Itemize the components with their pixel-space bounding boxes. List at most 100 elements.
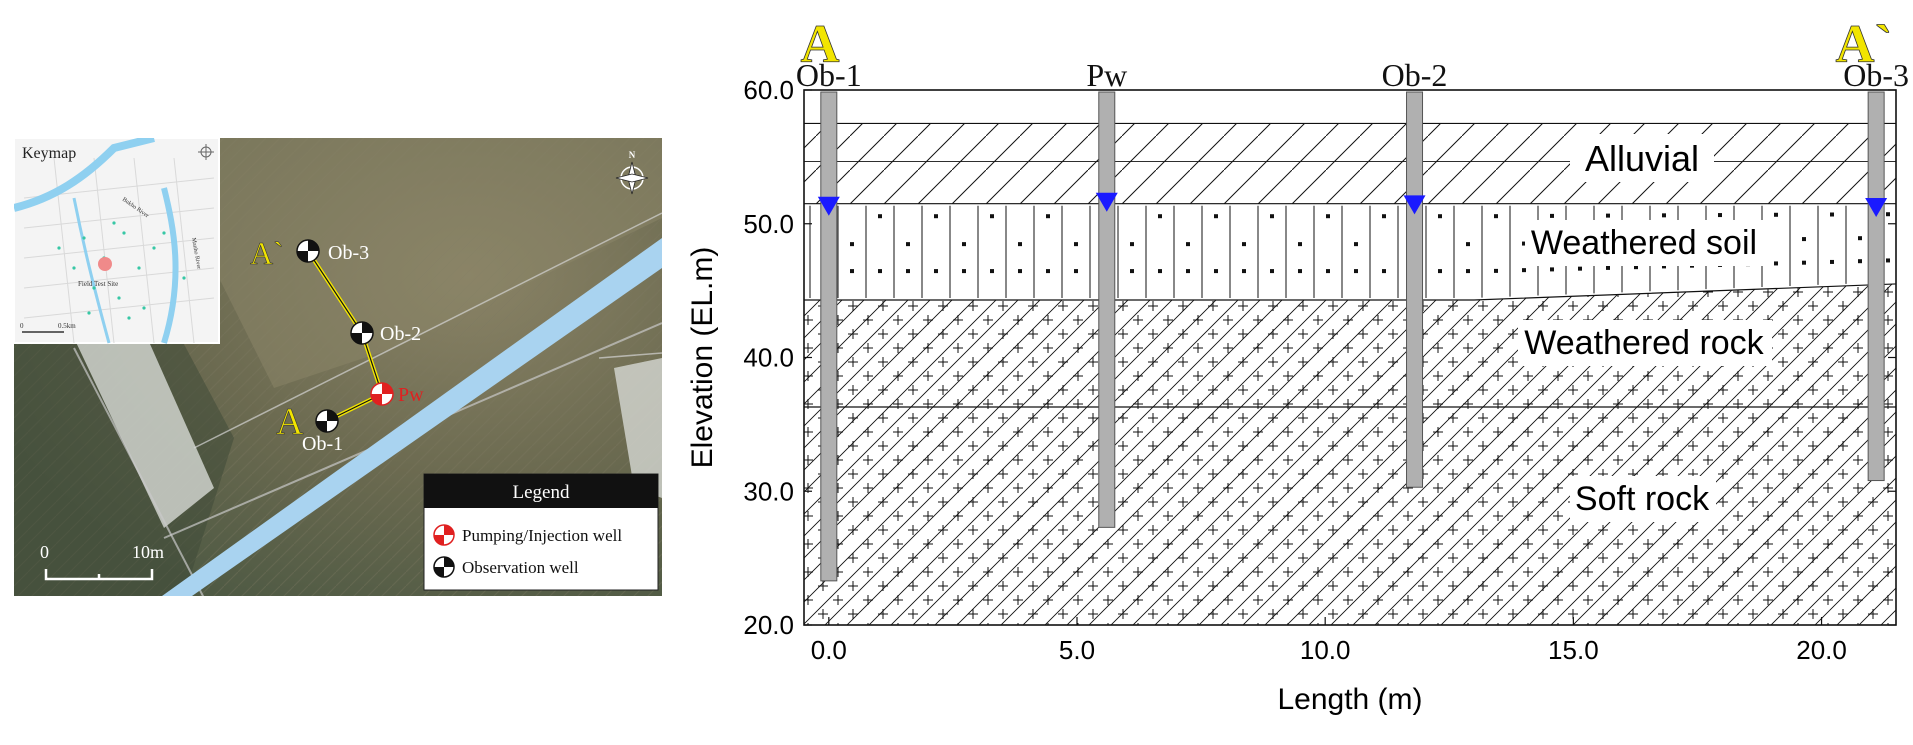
soil-dot	[1186, 269, 1190, 274]
soil-dot	[962, 269, 966, 274]
x-tick-label: 5.0	[1059, 635, 1095, 665]
x-tick-label: 20.0	[1796, 635, 1847, 665]
keymap-label: Keymap	[22, 145, 76, 162]
legend-pumping-label: Pumping/Injection well	[462, 526, 622, 545]
soil-dot	[990, 214, 994, 219]
soil-dot	[1214, 269, 1218, 274]
soil-dot	[1466, 269, 1470, 274]
soil-dot	[1382, 214, 1386, 219]
soil-dot	[962, 242, 966, 247]
keymap-site-label: Field Test Site	[78, 280, 118, 288]
soil-dot	[1494, 214, 1498, 219]
soil-dot	[1634, 265, 1638, 270]
label-box	[1518, 320, 1772, 366]
x-axis-title: Length (m)	[1277, 683, 1422, 716]
soil-dot	[1046, 269, 1050, 274]
x-tick-label: 0.0	[811, 635, 847, 665]
soil-dot	[1606, 265, 1610, 270]
well-label: Pw	[1086, 57, 1127, 93]
strata-layers	[804, 122, 1897, 625]
soil-dot	[1158, 214, 1162, 219]
north-label: N	[629, 150, 636, 160]
weathered-rock-crosses	[804, 283, 1896, 407]
soil-dot	[1326, 214, 1330, 219]
soil-dot	[906, 242, 910, 247]
soil-dot	[1802, 260, 1806, 265]
soil-dot	[1830, 259, 1834, 264]
well-ob1-label: Ob-1	[302, 433, 343, 455]
section-end-right: A`	[1836, 14, 1893, 74]
soil-dot	[850, 269, 854, 274]
boundary-line	[598, 352, 662, 359]
soil-dot	[1774, 261, 1778, 266]
site-map: Keymap Bukho River Manho River Field Tes…	[14, 138, 662, 596]
boundary-line	[73, 347, 205, 596]
y-tick-label: 20.0	[743, 610, 794, 640]
y-tick-label: 30.0	[743, 476, 794, 506]
soil-dot	[1270, 214, 1274, 219]
canal	[162, 238, 662, 596]
soil-dot	[1298, 242, 1302, 247]
legend-observation-label: Observation well	[462, 558, 579, 577]
soil-dot	[1438, 269, 1442, 274]
cross-section-svg: Alluvial Weathered soil Weathered rock S…	[686, 14, 1909, 716]
layer-label-weathered-rock: Weathered rock	[1524, 324, 1764, 362]
soil-dot	[906, 269, 910, 274]
x-tick-label: 10.0	[1300, 635, 1351, 665]
well-casings: Ob-1 Pw Ob-2 Ob-3	[796, 57, 1909, 582]
legend-title: Legend	[513, 482, 570, 503]
map-legend: Legend Pumping/Injection well Observatio…	[423, 473, 659, 591]
water-level-icon	[1095, 192, 1118, 212]
soil-dot	[1074, 242, 1078, 247]
soil-dot	[1606, 213, 1610, 218]
soil-dot	[1214, 214, 1218, 219]
site-map-svg: Keymap Bukho River Manho River Field Tes…	[14, 138, 662, 596]
y-tick-label: 60.0	[743, 75, 794, 105]
field-test-site-marker	[98, 257, 112, 271]
soil-dot	[1886, 258, 1890, 263]
well-label: Ob-3	[1843, 57, 1909, 93]
soil-dot	[1550, 267, 1554, 272]
keymap-scale-label: 0.5km	[58, 322, 76, 330]
well-label: Ob-2	[1382, 57, 1448, 93]
soft-rock-crosses	[804, 406, 1896, 625]
soil-dot	[1046, 214, 1050, 219]
well-casing	[1406, 91, 1424, 488]
soil-dot	[1270, 269, 1274, 274]
soil-dot	[1130, 269, 1134, 274]
soil-dot	[1130, 242, 1134, 247]
water-level-icon	[1865, 198, 1888, 218]
y-tick-label: 40.0	[743, 343, 794, 373]
keymap-compass-icon	[198, 144, 214, 160]
weathered-soil-symbols	[809, 205, 1890, 298]
soil-dot	[878, 269, 882, 274]
soil-dot	[1858, 236, 1862, 241]
layer-label-weathered-soil: Weathered soil	[1531, 224, 1757, 262]
layer-labels: Alluvial Weathered soil Weathered rock S…	[1518, 134, 1772, 522]
y-axis-title: Elevation (EL.m)	[686, 247, 719, 469]
soil-dot	[1830, 212, 1834, 217]
water-level-icon	[817, 196, 840, 216]
well-casing	[820, 91, 838, 582]
soil-dot	[1774, 212, 1778, 217]
scale-bar: 0 10m	[40, 542, 164, 581]
well-label: Ob-1	[796, 57, 862, 93]
keymap-river-label: Manho River	[190, 237, 201, 269]
soil-dot	[878, 214, 882, 219]
soil-dot	[1242, 269, 1246, 274]
soil-dot	[1018, 269, 1022, 274]
section-start-label: A	[276, 401, 304, 443]
well-pw-marker	[370, 382, 394, 406]
soil-dot	[850, 242, 854, 247]
scale-zero-label: 0	[40, 542, 49, 562]
soil-dot	[1186, 242, 1190, 247]
soil-dot	[1522, 268, 1526, 273]
well-ob2-label: Ob-2	[380, 323, 421, 345]
greenhouse-right	[614, 358, 662, 498]
x-tick-label: 15.0	[1548, 635, 1599, 665]
observation-well-icon	[433, 556, 455, 578]
soil-dot	[1802, 237, 1806, 242]
soil-dot	[1018, 242, 1022, 247]
section-line	[306, 249, 385, 423]
soil-dot	[1858, 259, 1862, 264]
